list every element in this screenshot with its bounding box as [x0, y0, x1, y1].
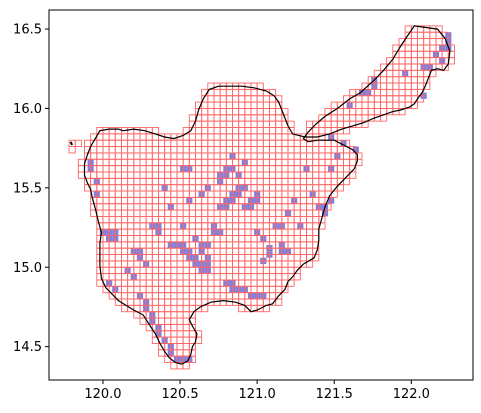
province-boundary [83, 25, 451, 365]
y-tick-label: 15.0 [13, 261, 42, 276]
y-tick-label: 16.0 [13, 102, 42, 117]
grid-cell [355, 152, 363, 160]
x-axis: 120.0 120.5 121.0 121.5 122.0 [84, 380, 430, 402]
axes-frame [48, 9, 474, 381]
grid-cell [74, 139, 82, 148]
islet-boundary [69, 141, 74, 146]
y-tick-label: 15.5 [13, 181, 42, 196]
y-axis: 14.5 15.0 15.5 16.0 16.5 [13, 23, 49, 355]
grid-cell [68, 146, 76, 154]
x-tick-label: 121.5 [316, 387, 353, 402]
x-tick-label: 120.5 [161, 387, 198, 402]
y-tick-label: 14.5 [13, 340, 42, 355]
grid-cell [349, 146, 357, 154]
x-tick-label: 120.0 [84, 387, 121, 402]
boundary-layer [69, 25, 451, 365]
x-tick-label: 121.0 [239, 387, 276, 402]
y-tick-label: 16.5 [13, 23, 42, 38]
grid-cell [195, 330, 203, 338]
plot-area [68, 25, 455, 370]
grid-cells-layer [68, 25, 455, 370]
x-tick-label: 122.0 [393, 387, 430, 402]
